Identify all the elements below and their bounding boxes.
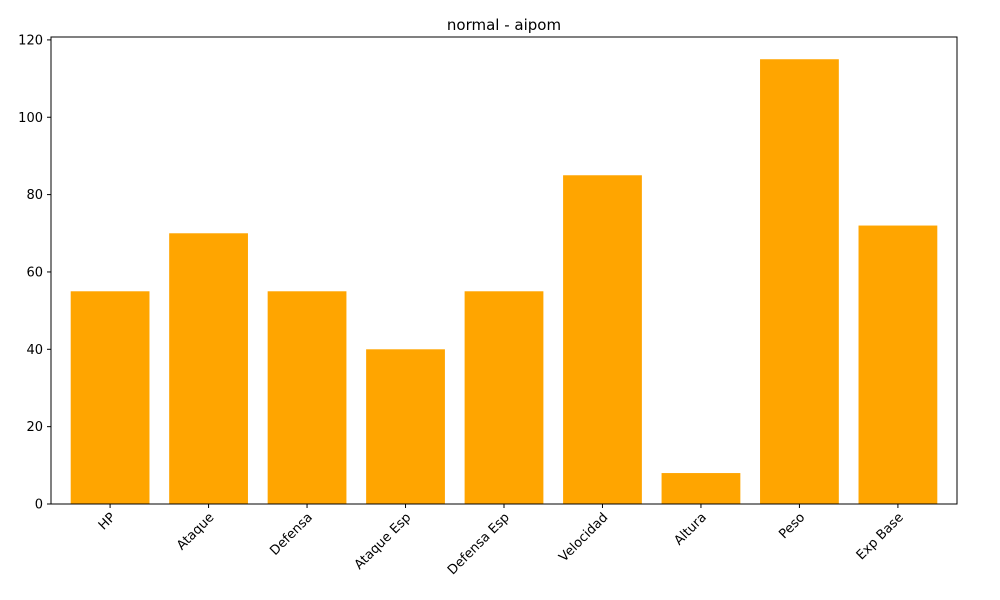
y-tick-label: 20 [26,420,43,435]
bar-hp [70,291,150,504]
y-axis: 0 20 40 60 80 100 120 [18,33,51,513]
y-tick-label: 40 [26,343,43,358]
y-tick-label: 120 [18,33,43,48]
bars-group [70,59,938,504]
bar-peso [760,59,839,504]
bar-altura [661,473,741,504]
bar-ataque [169,233,248,504]
plot-frame [50,36,958,505]
y-tick-label: 60 [26,265,43,280]
chart-title: normal - aipom [447,16,561,34]
y-tick-label: 80 [26,188,43,203]
bar-ataque-esp [366,349,445,504]
y-tick-label: 0 [35,498,43,513]
bar-defensa-esp [464,291,544,504]
y-tick-label: 100 [18,111,43,126]
bar-exp-base [858,225,938,504]
bar-velocidad [563,175,642,504]
bar-defensa [267,291,347,504]
